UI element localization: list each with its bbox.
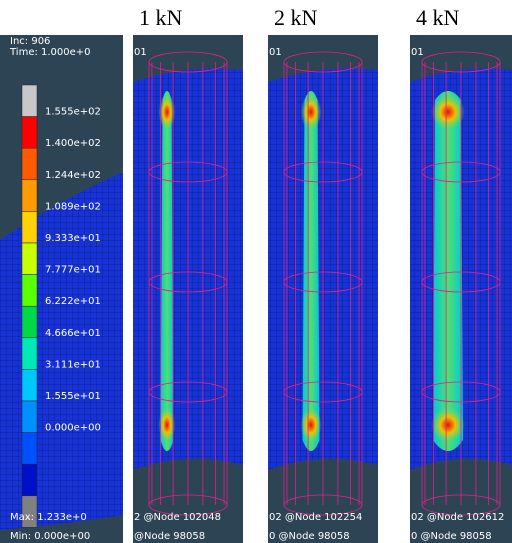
legend-label: 4.666e+01 (45, 328, 101, 339)
colorbar-segment (22, 464, 37, 496)
colorbar-segment (22, 275, 37, 307)
min-node-text: @Node 98058 (134, 531, 205, 542)
colorbar-segment (22, 369, 37, 401)
time-text: Time: 1.000e+0 (9, 47, 91, 58)
stress-band (303, 91, 320, 451)
min-node-text: 0 @Node 98058 (269, 531, 350, 542)
inc-text: Inc: 906 (10, 36, 50, 47)
legend-label: 1.089e+02 (45, 201, 101, 212)
top-text: 01 (134, 47, 147, 58)
page: {"legend": {"header": ["Inc: 906", "Time… (0, 0, 512, 543)
hot-spot (431, 407, 465, 443)
legend-label: 1.555e+02 (45, 107, 101, 118)
colorbar-segment (22, 117, 37, 149)
stress-band (161, 91, 174, 451)
colorbar-segment (22, 243, 37, 275)
legend-label: 6.222e+01 (45, 296, 101, 307)
colorbar-segment (22, 306, 37, 338)
max-node-text: 2 @Node 102048 (134, 512, 221, 523)
colorbar-segment (22, 433, 37, 465)
hot-spot (431, 94, 465, 130)
top-text: 01 (411, 47, 424, 58)
colorbar-segment (22, 180, 37, 212)
legend-label: 9.333e+01 (45, 233, 101, 244)
max-node-text: 02 @Node 102254 (269, 512, 362, 523)
figure: Inc: 906Time: 1.000e+0 1.555e+02 1.400e+02… (0, 0, 512, 543)
colorbar-segment (22, 401, 37, 433)
colorbar-segment (22, 338, 37, 370)
min-node-text: 0 @Node 98058 (411, 531, 492, 542)
max-node-text: 02 @Node 102612 (411, 512, 504, 523)
panel-title: 1 kN (139, 5, 183, 30)
legend-label: 1.400e+02 (45, 138, 101, 149)
legend-label: 1.555e+01 (45, 391, 101, 402)
top-text: 01 (269, 47, 282, 58)
colorbar-segment (22, 211, 37, 243)
max-text: Max: 1.233e+0 (10, 512, 87, 523)
stress-band (433, 91, 463, 451)
hot-spot (301, 94, 322, 130)
colorbar-segment (22, 85, 37, 117)
legend-label: 0.000e+00 (45, 423, 101, 434)
legend-label: 7.777e+01 (45, 265, 101, 276)
hot-spot (301, 407, 322, 443)
legend-label: 3.111e+01 (45, 359, 101, 370)
colorbar-segment (22, 148, 37, 180)
legend-label: 1.244e+02 (45, 170, 101, 181)
min-text: Min: 0.000e+00 (10, 531, 90, 542)
panel-title: 2 kN (274, 5, 318, 30)
panel-title: 4 kN (416, 5, 460, 30)
